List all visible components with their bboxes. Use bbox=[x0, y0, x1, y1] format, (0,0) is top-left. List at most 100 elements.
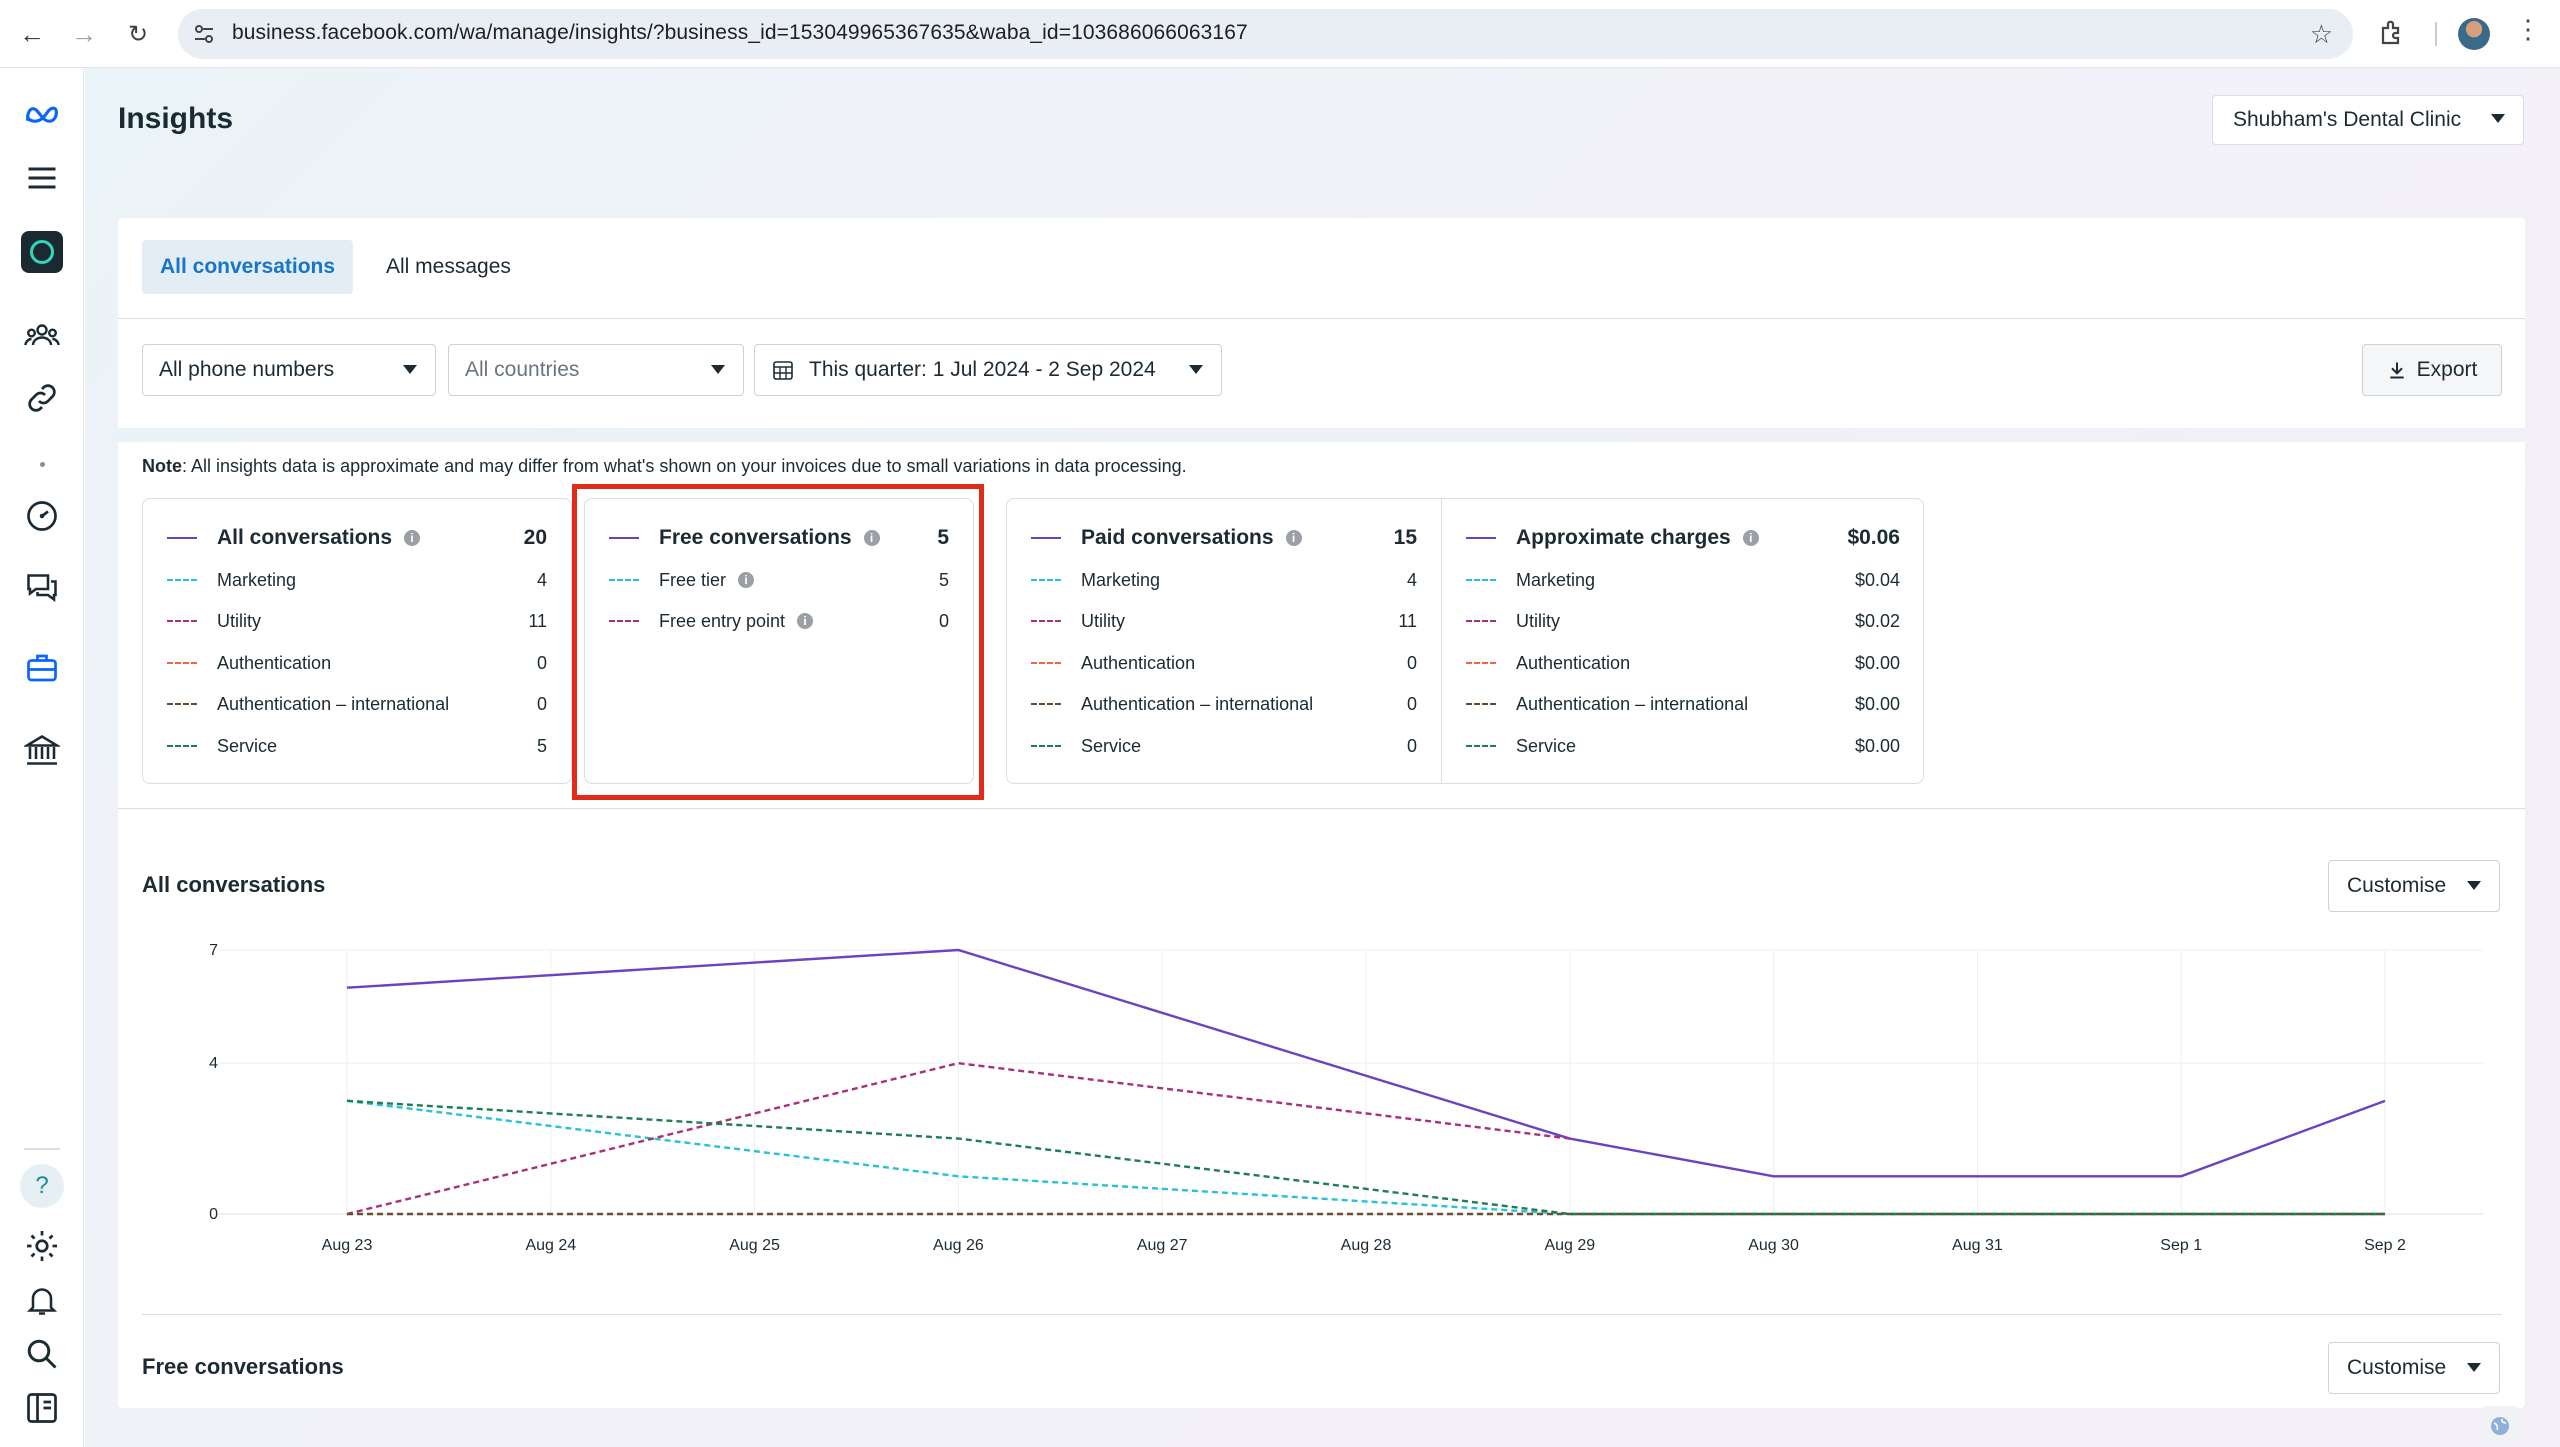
back-icon[interactable]: ← bbox=[19, 18, 45, 49]
page-title: Insights bbox=[118, 102, 234, 135]
phone-number-select[interactable]: All phone numbers bbox=[142, 344, 436, 396]
info-icon[interactable]: i bbox=[1742, 530, 1759, 546]
x-tick-label: Sep 2 bbox=[2364, 1237, 2406, 1254]
browser-toolbar: ← → ↻ business.facebook.com/wa/manage/in… bbox=[0, 0, 2560, 68]
x-tick-label: Aug 24 bbox=[525, 1237, 576, 1254]
account-selector[interactable]: Shubham's Dental Clinic bbox=[2212, 95, 2524, 145]
card-divider bbox=[1441, 499, 1442, 783]
bank-icon[interactable] bbox=[18, 726, 66, 774]
x-tick-label: Aug 28 bbox=[1341, 1237, 1392, 1254]
profile-avatar[interactable] bbox=[2458, 18, 2490, 50]
info-icon[interactable]: i bbox=[863, 530, 880, 546]
date-range-value: This quarter: 1 Jul 2024 - 2 Sep 2024 bbox=[809, 358, 1156, 381]
summary-row: Authentication – international 0 bbox=[167, 689, 547, 719]
summary-header: Approximate charges i $0.06 bbox=[1466, 523, 1900, 553]
settings-gear-icon[interactable] bbox=[18, 1222, 66, 1270]
left-nav: ? bbox=[0, 68, 84, 1447]
url-text: business.facebook.com/wa/manage/insights… bbox=[232, 21, 1248, 44]
summary-row: Authentication – international 0 bbox=[1031, 689, 1417, 719]
briefcase-icon[interactable] bbox=[18, 644, 66, 692]
date-range-select[interactable]: This quarter: 1 Jul 2024 - 2 Sep 2024 bbox=[754, 344, 1222, 396]
calendar-icon bbox=[773, 361, 793, 380]
x-tick-label: Aug 26 bbox=[933, 1237, 984, 1254]
extensions-icon[interactable] bbox=[2378, 18, 2408, 48]
y-tick-label: 4 bbox=[209, 1055, 218, 1072]
forward-icon[interactable]: → bbox=[71, 18, 97, 49]
summary-header: Paid conversations i 15 bbox=[1031, 523, 1417, 553]
summary-row: Authentication 0 bbox=[1031, 648, 1417, 678]
help-icon[interactable]: ? bbox=[18, 1162, 66, 1210]
chart-title: All conversations bbox=[142, 872, 326, 897]
insights-note: Note: All insights data is approximate a… bbox=[142, 456, 1187, 476]
info-icon[interactable]: i bbox=[738, 572, 755, 588]
tab-all-messages[interactable]: All messages bbox=[386, 255, 511, 278]
countries-select[interactable]: All countries bbox=[448, 344, 744, 396]
summary-row: Service 5 bbox=[167, 731, 547, 761]
highlight-box bbox=[572, 484, 984, 800]
nav-dot bbox=[40, 462, 45, 467]
summary-header: All conversations i 20 bbox=[167, 523, 547, 553]
summary-row: Utility $0.02 bbox=[1466, 606, 1900, 636]
dashboard-gauge-icon[interactable] bbox=[18, 492, 66, 540]
tabs-divider bbox=[118, 318, 2525, 319]
summary-row: Utility 11 bbox=[1031, 606, 1417, 636]
site-settings-icon[interactable] bbox=[192, 22, 216, 46]
sidebar-toggle-icon[interactable] bbox=[18, 1384, 66, 1432]
insights-card: All conversations All messages All phone… bbox=[118, 218, 2525, 1408]
summary-card-charges: Approximate charges i $0.06 Marketing $0.04… bbox=[1442, 499, 1924, 783]
chat-bubbles-icon[interactable] bbox=[18, 562, 66, 610]
customise-button-free[interactable]: Customise bbox=[2328, 1342, 2500, 1394]
chevron-down-icon bbox=[1189, 365, 1203, 374]
countries-filter-value: All countries bbox=[465, 358, 580, 381]
browser-menu-icon[interactable]: ⋮ bbox=[2515, 14, 2541, 44]
summary-row: Authentication – international $0.00 bbox=[1466, 689, 1900, 719]
x-tick-label: Sep 1 bbox=[2160, 1237, 2202, 1254]
nav-separator bbox=[24, 1148, 60, 1150]
info-icon[interactable]: i bbox=[797, 613, 814, 629]
export-button[interactable]: Export bbox=[2362, 344, 2502, 396]
summary-row: Free tier i 5 bbox=[609, 565, 949, 595]
meta-logo-icon[interactable] bbox=[18, 90, 66, 138]
people-icon[interactable] bbox=[18, 312, 66, 360]
free-section-title: Free conversations bbox=[142, 1354, 344, 1379]
x-tick-label: Aug 30 bbox=[1748, 1237, 1799, 1254]
bookmark-star-icon[interactable]: ☆ bbox=[2309, 19, 2333, 49]
chevron-down-icon bbox=[403, 365, 417, 374]
search-icon[interactable] bbox=[18, 1330, 66, 1378]
customise-button[interactable]: Customise bbox=[2328, 860, 2500, 912]
summary-row: Marketing $0.04 bbox=[1466, 565, 1900, 595]
address-bar[interactable]: business.facebook.com/wa/manage/insights… bbox=[178, 9, 2353, 59]
summary-row: Authentication 0 bbox=[167, 648, 547, 678]
summary-row: Authentication $0.00 bbox=[1466, 648, 1900, 678]
summary-card-paid-charges: Paid conversations i 15 Marketing 4 Utility… bbox=[1006, 498, 1924, 784]
hamburger-menu-icon[interactable] bbox=[18, 154, 66, 202]
summary-row: Utility 11 bbox=[167, 606, 547, 636]
x-tick-label: Aug 31 bbox=[1952, 1237, 2003, 1254]
x-tick-label: Aug 23 bbox=[322, 1237, 373, 1254]
summary-card-free: Free conversations i 5 Free tier i 5 Free en… bbox=[584, 498, 974, 784]
y-tick-label: 0 bbox=[209, 1206, 218, 1223]
x-tick-label: Aug 27 bbox=[1137, 1237, 1188, 1254]
notifications-bell-icon[interactable] bbox=[18, 1276, 66, 1324]
summary-divider bbox=[118, 808, 2525, 809]
business-avatar[interactable] bbox=[18, 228, 66, 276]
chart-divider bbox=[142, 1314, 2502, 1315]
y-tick-label: 7 bbox=[209, 942, 218, 959]
customise-label: Customise bbox=[2347, 874, 2447, 897]
x-tick-label: Aug 25 bbox=[729, 1237, 780, 1254]
info-icon[interactable]: i bbox=[404, 530, 421, 546]
summary-row: Marketing 4 bbox=[167, 565, 547, 595]
chevron-down-icon bbox=[2467, 1363, 2481, 1372]
summary-row: Service $0.00 bbox=[1466, 731, 1900, 761]
info-icon[interactable]: i bbox=[1285, 530, 1302, 546]
toolbar-divider bbox=[2435, 22, 2437, 46]
chevron-down-icon bbox=[2467, 881, 2481, 890]
conversations-chart: 7 4 0 Aug 23 Aug 24 Aug 25 Aug 26 Aug 27 Aug 28 A… bbox=[209, 942, 2483, 1254]
reload-icon[interactable]: ↻ bbox=[127, 20, 149, 48]
tab-all-conversations[interactable]: All conversations bbox=[142, 240, 354, 294]
series-line-service bbox=[346, 1099, 2385, 1216]
globe-icon[interactable] bbox=[2480, 1406, 2520, 1446]
section-gap bbox=[118, 428, 2525, 442]
link-icon[interactable] bbox=[18, 374, 66, 422]
chevron-down-icon bbox=[2491, 114, 2505, 123]
